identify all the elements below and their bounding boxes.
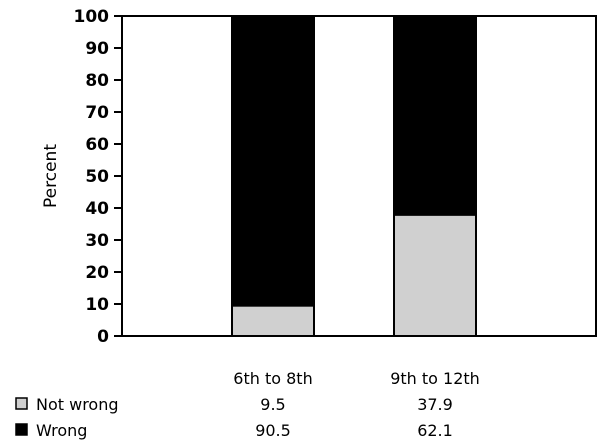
y-axis-ticks: 0 10 20 30 40 50 60 70 80 90 100 — [74, 7, 122, 347]
table-value: 9.5 — [260, 395, 285, 414]
legend-swatch — [15, 397, 28, 410]
y-tick-label: 60 — [85, 135, 109, 155]
legend-data-table: Not wrong 9.5 37.9 Wrong 90.5 62.1 — [15, 395, 453, 440]
y-axis-title: Percent — [41, 144, 61, 208]
bar-wrong-2 — [393, 15, 477, 216]
table-value: 62.1 — [417, 421, 453, 440]
y-tick-label: 0 — [97, 327, 109, 347]
y-tick-label: 20 — [85, 263, 109, 283]
y-tick-label: 100 — [74, 7, 110, 27]
category-labels: 6th to 8th 9th to 12th — [233, 369, 480, 388]
y-tick-label: 40 — [85, 199, 109, 219]
bar-wrong-1 — [231, 15, 315, 307]
y-tick-label: 90 — [85, 39, 109, 59]
legend-label: Not wrong — [36, 395, 119, 414]
legend-swatch — [15, 423, 28, 436]
plot-frame — [121, 15, 597, 337]
y-tick-label: 30 — [85, 231, 109, 251]
table-value: 37.9 — [417, 395, 453, 414]
table-value: 90.5 — [255, 421, 291, 440]
bar-not-wrong-2 — [393, 213, 477, 337]
bar-series — [231, 15, 477, 338]
legend-label: Wrong — [36, 421, 87, 440]
category-label: 6th to 8th — [233, 369, 312, 388]
y-tick-label: 50 — [85, 167, 109, 187]
y-tick-label: 70 — [85, 103, 109, 123]
bar-not-wrong-1 — [231, 304, 315, 338]
y-tick-label: 80 — [85, 71, 109, 91]
y-tick-label: 10 — [85, 295, 109, 315]
category-label: 9th to 12th — [390, 369, 480, 388]
